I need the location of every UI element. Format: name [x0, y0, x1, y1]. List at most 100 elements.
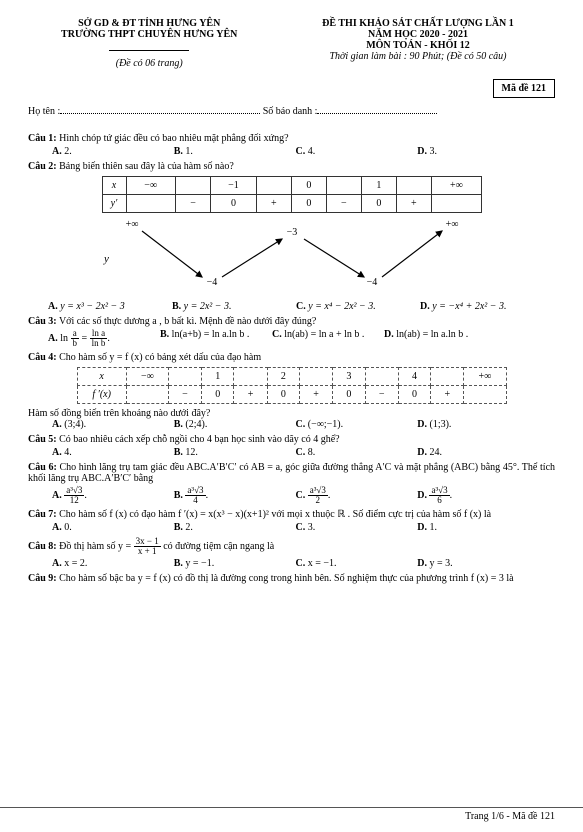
- q2-yp-6: +: [396, 195, 432, 213]
- header-underline: [109, 50, 189, 51]
- q2-var-table: x −∞ −1 0 1 +∞ y′ − 0 + 0 − 0 +: [102, 176, 482, 213]
- q2-num: Câu 2:: [28, 161, 57, 172]
- q5-b: 12.: [185, 447, 198, 458]
- q3-a-rd: ln b: [90, 339, 108, 348]
- svg-text:+∞: +∞: [445, 219, 458, 230]
- id-label: Số báo danh :: [263, 106, 318, 117]
- q4-d: (1;3).: [429, 419, 451, 430]
- question-3: Câu 3: Với các số thực dương a , b bất k…: [28, 316, 555, 327]
- q4-a: (3;4).: [64, 419, 86, 430]
- q9-text: Cho hàm số bậc ba y = f (x) có đồ thị là…: [59, 573, 513, 584]
- q5-d: 24.: [429, 447, 442, 458]
- q2-yp-5: 0: [362, 195, 396, 213]
- q3-options: A. ln ab = ln aln b. B. ln(a+b) = ln a.l…: [28, 329, 555, 348]
- q4-c: (−∞;−1).: [308, 419, 343, 430]
- question-8: Câu 8: Đồ thị hàm số y = 3x − 1x + 1 có …: [28, 537, 555, 556]
- question-4: Câu 4: Cho hàm số y = f (x) có bảng xét …: [28, 352, 555, 363]
- question-1: Câu 1: Hình chóp tứ giác đều có bao nhiê…: [28, 133, 555, 144]
- q7-num: Câu 7:: [28, 509, 57, 520]
- q6-c-d: 2: [308, 496, 328, 505]
- q2-d: y = −x⁴ + 2x² − 3.: [432, 301, 506, 312]
- q4-options: A. (3;4). B. (2;4). C. (−∞;−1). D. (1;3)…: [28, 419, 555, 430]
- q3-b: ln(a+b) = ln a.ln b .: [172, 329, 250, 340]
- q6-b-d: 4: [185, 496, 205, 505]
- q2-yp-3: 0: [292, 195, 326, 213]
- q3-text: Với các số thực dương a , b bất kì. Mệnh…: [59, 316, 316, 327]
- svg-text:−4: −4: [366, 277, 377, 288]
- q4-b: (2;4).: [185, 419, 207, 430]
- exam-title-2: NĂM HỌC 2020 - 2021: [281, 29, 555, 40]
- question-5: Câu 5: Có bao nhiêu cách xếp chỗ ngồi ch…: [28, 434, 555, 445]
- q2-x-0: −∞: [126, 177, 175, 195]
- q4-text: Cho hàm số y = f (x) có bảng xét dấu của…: [59, 352, 261, 363]
- q7-a: 0.: [64, 522, 72, 533]
- q5-text: Có bao nhiêu cách xếp chỗ ngồi cho 4 bạn…: [59, 434, 339, 445]
- svg-text:−4: −4: [206, 277, 217, 288]
- q5-c: 8.: [308, 447, 316, 458]
- question-9: Câu 9: Cho hàm số bậc ba y = f (x) có đồ…: [28, 573, 555, 584]
- q7-c: 3.: [308, 522, 316, 533]
- q8-d: y = 3.: [429, 558, 452, 569]
- q4-sign-table: x−∞1234+∞ f ′(x)−0+0+0−0+: [77, 367, 507, 404]
- question-2: Câu 2: Bảng biến thiên sau đây là của hà…: [28, 161, 555, 172]
- q1-options: A. 2. B. 1. C. 4. D. 3.: [28, 146, 555, 157]
- exam-title-1: ĐỀ THI KHẢO SÁT CHẤT LƯỢNG LẦN 1: [281, 18, 555, 29]
- q6-num: Câu 6:: [28, 462, 57, 473]
- svg-text:y: y: [103, 253, 109, 265]
- question-7: Câu 7: Cho hàm số f (x) có đạo hàm f ′(x…: [28, 509, 555, 520]
- q2-x-3: 1: [362, 177, 396, 195]
- question-6: Câu 6: Cho hình lăng trụ tam giác đều AB…: [28, 462, 555, 484]
- svg-text:−3: −3: [286, 227, 297, 238]
- q6-d-d: 6: [429, 496, 449, 505]
- page-footer: Trang 1/6 - Mã đề 121: [465, 811, 555, 822]
- name-id-line: Họ tên : Số báo danh :: [28, 106, 555, 117]
- q2-yp-2: +: [256, 195, 292, 213]
- q2-text: Bảng biến thiên sau đây là của hàm số nà…: [59, 161, 234, 172]
- q2-yp-4: −: [326, 195, 362, 213]
- q8-b: y = −1.: [185, 558, 214, 569]
- q8-a: x = 2.: [64, 558, 87, 569]
- exam-header: SỞ GD & ĐT TỈNH HƯNG YÊN TRƯỜNG THPT CHU…: [28, 18, 555, 69]
- q1-d: 3.: [429, 146, 437, 157]
- q1-a: 2.: [64, 146, 72, 157]
- svg-text:+∞: +∞: [125, 219, 138, 230]
- q3-num: Câu 3:: [28, 316, 57, 327]
- q3-a-den: b: [71, 339, 80, 348]
- q7-b: 2.: [185, 522, 193, 533]
- q6-text: Cho hình lăng trụ tam giác đều ABC.A′B′C…: [28, 462, 555, 484]
- q9-num: Câu 9:: [28, 573, 57, 584]
- q2-x-4: +∞: [432, 177, 481, 195]
- exam-code: Mã đề 121: [493, 79, 555, 98]
- footer-divider: [0, 807, 583, 808]
- q7-options: A. 0. B. 2. C. 3. D. 1.: [28, 522, 555, 533]
- q6-options: A. a³√312. B. a³√34. C. a³√32. D. a³√36.: [28, 486, 555, 505]
- q2-yp-1: 0: [211, 195, 256, 213]
- q3-c: ln(ab) = ln a + ln b .: [284, 329, 364, 340]
- q2-variation-chart: y +∞ −4 −3 −4 +∞: [92, 217, 492, 297]
- q2-options: A. y = x³ − 2x² − 3 B. y = 2x² − 3. C. y…: [28, 301, 555, 312]
- school-name: TRƯỜNG THPT CHUYÊN HƯNG YÊN: [28, 29, 270, 40]
- q4-num: Câu 4:: [28, 352, 57, 363]
- q5-num: Câu 5:: [28, 434, 57, 445]
- exam-title-3: MÔN TOÁN - KHỐI 12: [281, 40, 555, 51]
- name-label: Họ tên :: [28, 106, 60, 117]
- q1-text: Hình chóp tứ giác đều có bao nhiêu mặt p…: [59, 133, 288, 144]
- q8-text-post: có đường tiệm cận ngang là: [163, 541, 274, 552]
- q2-x-2: 0: [292, 177, 326, 195]
- q2-yp-0: −: [175, 195, 211, 213]
- q8-frac-d: x + 1: [134, 547, 161, 556]
- q1-c: 4.: [308, 146, 316, 157]
- q2-c: y = x⁴ − 2x² − 3.: [308, 301, 376, 312]
- page-count: (Đề có 06 trang): [28, 58, 270, 69]
- q3-d: ln(ab) = ln a.ln b .: [396, 329, 468, 340]
- q8-text-pre: Đồ thị hàm số y =: [59, 541, 134, 552]
- q2-x-1: −1: [211, 177, 256, 195]
- q5-a: 4.: [64, 447, 72, 458]
- exam-time: Thời gian làm bài : 90 Phút; (Đề có 50 c…: [281, 51, 555, 62]
- q7-d: 1.: [429, 522, 437, 533]
- q7-text: Cho hàm số f (x) có đạo hàm f ′(x) = x(x…: [59, 509, 491, 520]
- q8-c: x = −1.: [308, 558, 337, 569]
- q8-num: Câu 8:: [28, 541, 57, 552]
- q4-subtext: Hàm số đồng biến trên khoảng nào dưới đâ…: [28, 408, 555, 419]
- q2-a: y = x³ − 2x² − 3: [60, 301, 125, 312]
